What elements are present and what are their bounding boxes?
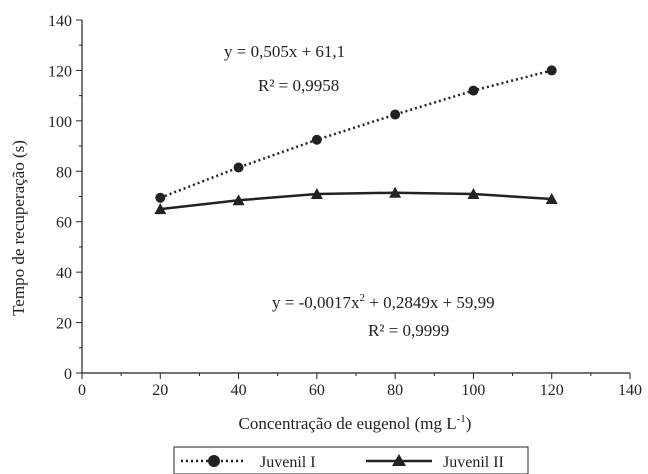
x-tick-label: 120	[540, 382, 564, 399]
tick-marks	[76, 19, 631, 379]
x-tick-label: 80	[387, 382, 403, 399]
y-tick-label: 140	[48, 13, 72, 30]
equation-juvenil-2-line1: y = -0,0017x2 + 0,2849x + 59,99	[272, 292, 495, 312]
data-point-circle	[155, 192, 166, 203]
legend-marker-juvenil-2	[392, 454, 406, 466]
data-point-triangle	[467, 187, 480, 199]
equation-juvenil-1: y = 0,505x + 61,1 R² = 0,9958	[224, 42, 345, 95]
data-point-triangle	[389, 186, 402, 198]
y-tick-label: 20	[56, 316, 72, 333]
legend: Juvenil I Juvenil II	[173, 446, 529, 474]
data-point-circle	[468, 85, 479, 96]
x-tick-label: 100	[461, 382, 485, 399]
y-axis-label: Tempo de recuperação (s)	[9, 140, 28, 316]
data-point-triangle	[545, 193, 558, 205]
data-point-circle	[233, 162, 244, 173]
y-tick-label: 120	[48, 63, 72, 80]
legend-label-juvenil-2: Juvenil II	[443, 454, 504, 471]
data-point-triangle	[154, 203, 167, 215]
data-point-circle	[311, 134, 322, 145]
y-tick-label: 60	[56, 215, 72, 232]
series-lines	[159, 69, 553, 211]
y-tick-labels: 0 20 40 60 80 100 120 140	[48, 13, 72, 383]
equation-juvenil-2-pre: y = -0,0017x	[272, 293, 360, 312]
y-tick-label: 40	[56, 265, 72, 282]
x-tick-label: 0	[78, 382, 86, 399]
legend-item-juvenil-1: Juvenil I	[181, 454, 316, 471]
data-point-circle	[390, 109, 401, 120]
equation-juvenil-2-sup: 2	[360, 292, 366, 304]
equation-juvenil-1-line2: R² = 0,9958	[258, 76, 339, 95]
x-tick-label: 40	[231, 382, 247, 399]
data-point-triangle	[310, 187, 323, 199]
x-tick-label: 140	[618, 382, 642, 399]
legend-marker-juvenil-1	[208, 455, 220, 467]
x-axis-label-end: )	[466, 414, 472, 433]
equation-juvenil-1-line1: y = 0,505x + 61,1	[224, 42, 345, 61]
data-point-triangle	[232, 194, 245, 206]
y-tick-label: 0	[64, 366, 72, 383]
equation-juvenil-2: y = -0,0017x2 + 0,2849x + 59,99 R² = 0,9…	[272, 292, 495, 340]
x-axis-label-main: Concentração de eugenol (mg L	[239, 414, 457, 433]
data-point-circle	[546, 65, 557, 76]
x-tick-labels: 0 20 40 60 80 100 120 140	[78, 382, 642, 399]
x-axis-label: Concentração de eugenol (mg L-1)	[239, 413, 472, 433]
legend-label-juvenil-1: Juvenil I	[260, 454, 316, 471]
y-tick-label: 80	[56, 164, 72, 181]
series-line-1	[159, 69, 553, 199]
equation-juvenil-2-line2: R² = 0,9999	[368, 321, 449, 340]
series-markers	[154, 65, 558, 215]
x-tick-label: 60	[309, 382, 325, 399]
y-tick-label: 100	[48, 114, 72, 131]
x-tick-label: 20	[152, 382, 168, 399]
x-axis-label-sup: -1	[457, 413, 466, 425]
series-line-2	[160, 191, 552, 211]
equation-juvenil-2-post: + 0,2849x + 59,99	[365, 293, 495, 312]
legend-item-juvenil-2: Juvenil II	[366, 454, 504, 471]
